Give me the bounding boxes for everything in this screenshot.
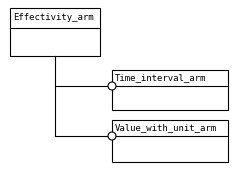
Bar [10, 8, 100, 56]
Circle shape [108, 82, 116, 90]
Bar [112, 120, 228, 162]
Text: Time_interval_arm: Time_interval_arm [115, 74, 206, 83]
Text: Value_with_unit_arm: Value_with_unit_arm [115, 124, 217, 132]
Text: Effectivity_arm: Effectivity_arm [13, 13, 94, 23]
Circle shape [108, 132, 116, 140]
Bar [112, 70, 228, 110]
